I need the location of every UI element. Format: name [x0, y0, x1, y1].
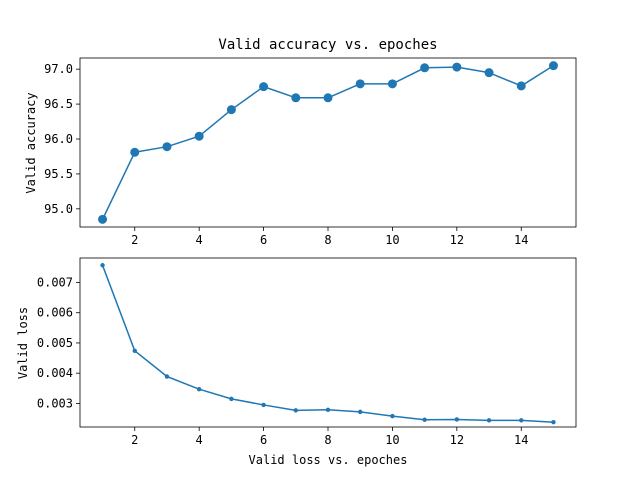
loss-data-point — [358, 409, 363, 415]
loss-data-point — [100, 263, 105, 268]
loss-x-tick-label: 10 — [385, 433, 399, 447]
accuracy-data-point — [452, 62, 462, 72]
accuracy-x-tick-label: 4 — [196, 233, 203, 247]
accuracy-plot-frame — [79, 57, 577, 228]
loss-data-point — [325, 407, 331, 412]
loss-subplot: Valid loss vs. epoches Valid loss 2 4 6 8 10… — [16, 257, 577, 467]
loss-data-point — [390, 413, 395, 419]
loss-y-axis-label: Valid loss — [16, 307, 30, 379]
accuracy-y-tick-label: 96.5 — [44, 97, 73, 111]
loss-y-tick-label: 0.004 — [37, 366, 73, 380]
loss-y-tick-label: 0.007 — [37, 275, 73, 289]
accuracy-subplot: Valid accuracy vs. epoches Valid accurac… — [24, 37, 577, 247]
accuracy-y-tick-label: 95.5 — [44, 167, 73, 181]
accuracy-x-tick-label: 8 — [324, 233, 331, 247]
loss-data-point — [486, 418, 492, 423]
loss-x-tick-label: 12 — [450, 433, 464, 447]
loss-x-tick-label: 8 — [324, 433, 331, 447]
loss-data-point — [196, 387, 202, 392]
loss-data-point — [422, 417, 427, 422]
accuracy-data-point — [355, 79, 365, 89]
accuracy-data-point — [226, 105, 236, 115]
accuracy-data-point — [548, 61, 558, 71]
loss-y-tick-label: 0.003 — [37, 396, 73, 410]
accuracy-data-point — [259, 82, 269, 92]
loss-x-tick-label: 14 — [514, 433, 528, 447]
accuracy-data-point — [420, 63, 430, 73]
accuracy-data-point — [291, 93, 301, 103]
loss-data-point — [551, 419, 556, 425]
accuracy-y-tick-label: 96.0 — [44, 132, 73, 146]
loss-x-tick-label: 4 — [196, 433, 203, 447]
loss-data-point — [454, 417, 460, 422]
loss-data-point — [293, 408, 298, 413]
accuracy-chart-title: Valid accuracy vs. epoches — [218, 37, 437, 53]
loss-x-tick-label: 2 — [131, 433, 138, 447]
loss-data-point — [519, 418, 524, 423]
accuracy-data-point — [130, 147, 140, 157]
loss-y-tick-label: 0.005 — [37, 336, 73, 350]
accuracy-y-axis-label: Valid accuracy — [24, 92, 38, 193]
accuracy-data-point — [387, 79, 397, 89]
loss-x-tick-label: 6 — [260, 433, 267, 447]
accuracy-x-tick-label: 12 — [450, 233, 464, 247]
accuracy-x-tick-label: 2 — [131, 233, 138, 247]
accuracy-y-tick-label: 95.0 — [44, 202, 73, 216]
accuracy-data-point — [484, 68, 494, 78]
accuracy-data-point — [162, 142, 172, 152]
accuracy-x-tick-label: 10 — [385, 233, 399, 247]
loss-data-point — [164, 374, 170, 379]
accuracy-y-tick-label: 97.0 — [44, 62, 73, 76]
accuracy-data-point — [194, 131, 204, 141]
accuracy-data-point — [323, 93, 333, 103]
loss-y-tick-label: 0.006 — [37, 306, 73, 320]
loss-data-point — [261, 402, 266, 408]
accuracy-data-point — [516, 81, 526, 91]
loss-data-point — [132, 348, 137, 354]
loss-plot-frame — [79, 257, 577, 428]
loss-x-axis-label: Valid loss vs. epoches — [249, 453, 408, 467]
loss-data-point — [229, 396, 234, 402]
accuracy-data-point — [98, 214, 108, 224]
accuracy-x-tick-label: 14 — [514, 233, 528, 247]
accuracy-x-tick-label: 6 — [260, 233, 267, 247]
